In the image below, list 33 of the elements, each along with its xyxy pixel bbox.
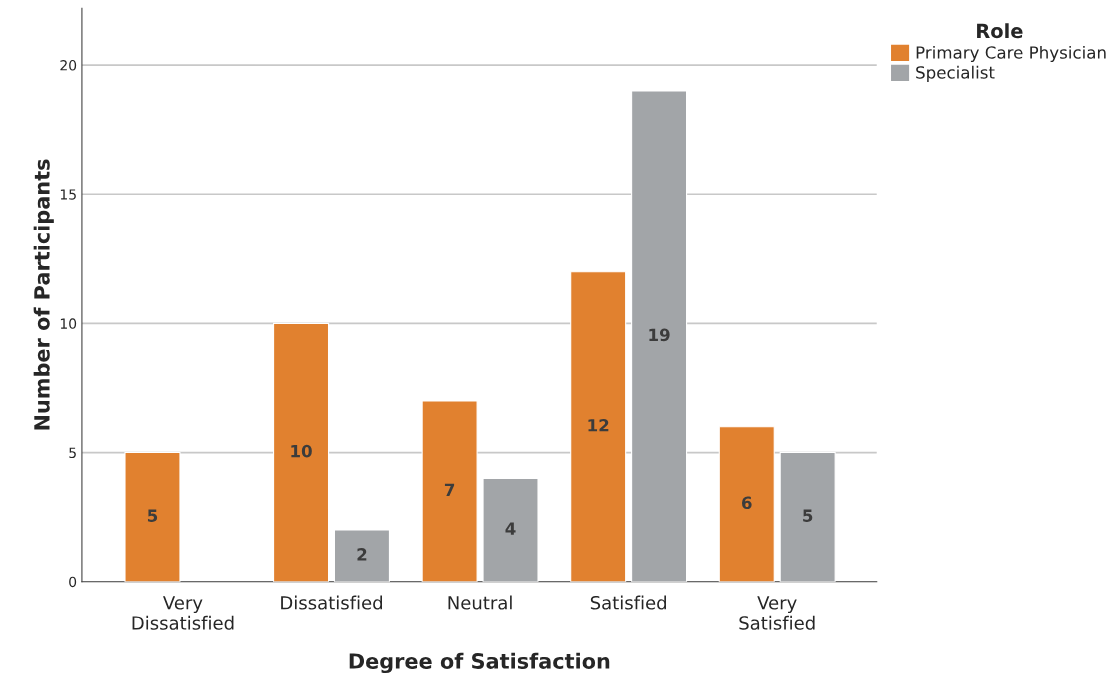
y-tick-label: 10 <box>60 318 77 329</box>
x-axis-title: Degree of Satisfaction <box>349 652 610 674</box>
y-axis-title: Number of Participants <box>33 159 54 430</box>
bar <box>273 322 330 582</box>
legend-label: Primary Care Physician <box>916 45 1106 63</box>
bar <box>124 452 181 582</box>
data-label: 4 <box>505 522 516 535</box>
data-label: 7 <box>444 483 455 496</box>
x-tick-label: Neutral <box>448 595 512 610</box>
y-tick-label: 0 <box>69 576 77 588</box>
legend-title: Role <box>977 23 1023 39</box>
bar <box>631 90 688 582</box>
data-label: 5 <box>147 509 158 522</box>
bar <box>779 452 836 582</box>
bar <box>718 426 775 582</box>
x-tick-label: Dissatisfied <box>281 595 382 610</box>
x-tick-label: Very Dissatisfied <box>132 596 234 630</box>
data-label: 19 <box>649 328 670 342</box>
bar <box>333 529 391 582</box>
bar <box>570 271 627 582</box>
data-label: 5 <box>803 509 813 522</box>
bar <box>421 400 478 582</box>
data-label: 10 <box>291 444 312 458</box>
x-tick-label: Satisfied <box>590 595 666 610</box>
y-tick-label: 20 <box>60 60 77 71</box>
bar <box>482 477 539 582</box>
data-label: 6 <box>741 496 752 510</box>
data-label: 2 <box>357 548 367 561</box>
y-tick-label: 5 <box>69 447 76 459</box>
x-tick-label: Very Satisfied <box>739 596 815 630</box>
legend-label: Specialist <box>916 65 995 82</box>
data-label: 12 <box>588 418 609 432</box>
y-tick-label: 15 <box>60 189 76 200</box>
